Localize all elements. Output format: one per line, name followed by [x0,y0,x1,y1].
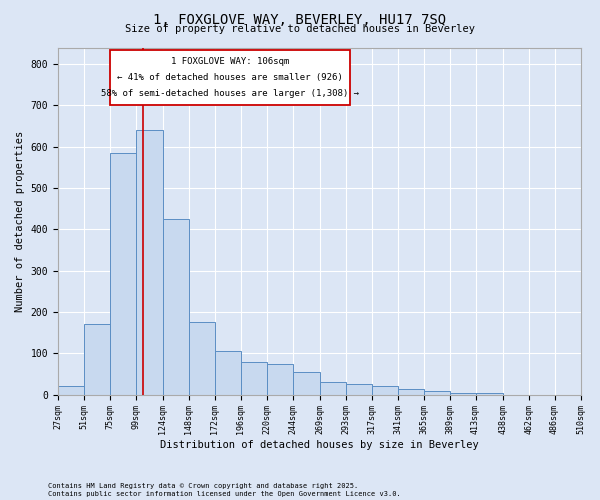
Bar [346,384,371,394]
Text: ← 41% of detached houses are smaller (926): ← 41% of detached houses are smaller (92… [117,73,343,82]
Bar [110,153,136,394]
Text: 1, FOXGLOVE WAY, BEVERLEY, HU17 7SQ: 1, FOXGLOVE WAY, BEVERLEY, HU17 7SQ [154,12,446,26]
Text: Contains public sector information licensed under the Open Government Licence v3: Contains public sector information licen… [48,491,401,497]
FancyBboxPatch shape [110,50,350,106]
Bar [320,382,346,394]
Bar [215,352,241,395]
Bar [267,364,293,394]
Text: 1 FOXGLOVE WAY: 106sqm: 1 FOXGLOVE WAY: 106sqm [171,58,289,66]
Bar [58,386,84,394]
Bar [476,392,503,394]
Bar [371,386,398,394]
Bar [241,362,267,394]
Y-axis label: Number of detached properties: Number of detached properties [15,130,25,312]
Bar [424,390,449,394]
Text: Contains HM Land Registry data © Crown copyright and database right 2025.: Contains HM Land Registry data © Crown c… [48,483,358,489]
Text: Size of property relative to detached houses in Beverley: Size of property relative to detached ho… [125,24,475,34]
Bar [84,324,110,394]
Bar [136,130,163,394]
Bar [398,388,424,394]
X-axis label: Distribution of detached houses by size in Beverley: Distribution of detached houses by size … [160,440,479,450]
Text: 58% of semi-detached houses are larger (1,308) →: 58% of semi-detached houses are larger (… [101,88,359,98]
Bar [163,219,189,394]
Bar [293,372,320,394]
Bar [189,322,215,394]
Bar [449,392,476,394]
